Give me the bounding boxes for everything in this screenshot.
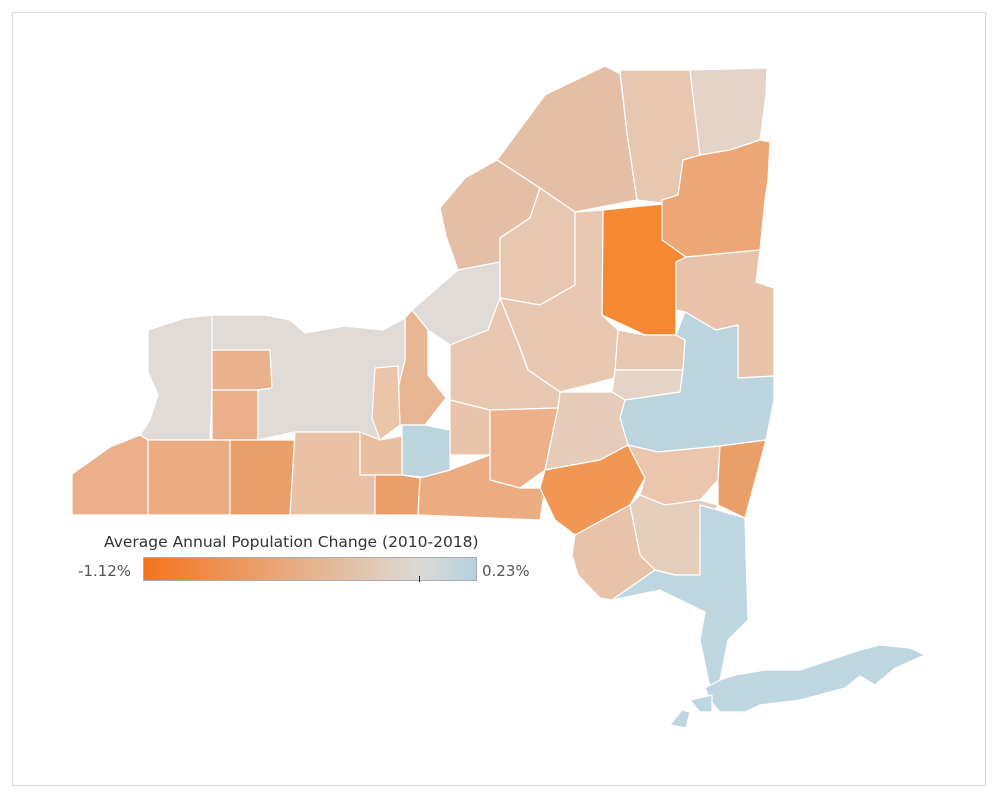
county-long-island[interactable]: [704, 644, 926, 713]
county-chautauqua[interactable]: [71, 434, 149, 516]
county-seneca-cayuga[interactable]: [371, 365, 401, 441]
county-fulton[interactable]: [614, 329, 686, 371]
legend-min-label: -1.12%: [78, 562, 132, 580]
legend-color-ramp: [143, 557, 477, 581]
county-wyoming[interactable]: [211, 389, 259, 441]
legend-title: Average Annual Population Change (2010-2…: [104, 533, 479, 551]
county-columbia[interactable]: [717, 439, 767, 519]
legend-max-label: 0.23%: [482, 562, 530, 580]
county-schuyler-chemung[interactable]: [359, 431, 403, 476]
county-brooklyn-queens[interactable]: [689, 694, 713, 713]
county-cortland[interactable]: [449, 399, 491, 456]
county-chemung[interactable]: [374, 474, 421, 516]
county-tompkins[interactable]: [401, 424, 451, 479]
county-lower-hudson[interactable]: [611, 504, 749, 689]
legend-zero-tick: [419, 576, 420, 582]
county-genesee[interactable]: [211, 349, 273, 391]
county-regions: [71, 65, 926, 729]
county-tioga-broome[interactable]: [417, 454, 546, 521]
county-niagara-orleans[interactable]: [139, 314, 213, 441]
county-allegany[interactable]: [229, 439, 296, 516]
county-cattaraugus[interactable]: [147, 439, 231, 516]
county-staten-island[interactable]: [669, 709, 691, 729]
